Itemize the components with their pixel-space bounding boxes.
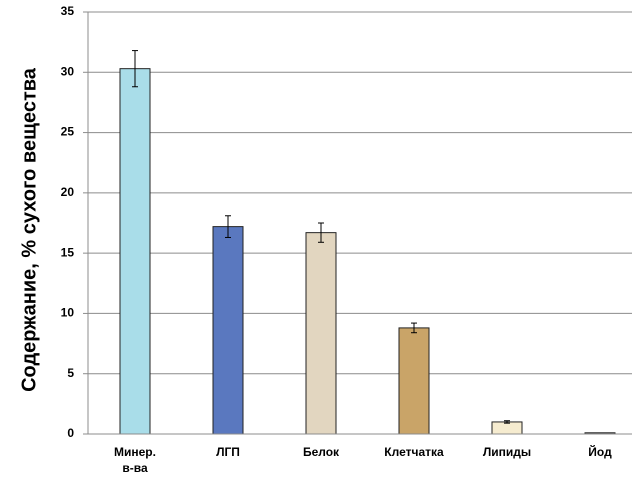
x-tick-label: Йод	[588, 445, 612, 459]
error-bar	[504, 420, 510, 424]
y-tick-label: 35	[61, 4, 75, 18]
bar	[491, 421, 523, 435]
error-bar	[225, 215, 231, 238]
y-tick-label: 20	[61, 185, 75, 199]
y-tick-label: 5	[67, 366, 74, 380]
error-bar	[132, 50, 138, 88]
y-axis-title: Содержание, % сухого вещества	[18, 67, 40, 392]
x-tick-label: Минер. в-ва	[114, 445, 156, 475]
x-tick-label: Белок	[302, 445, 340, 459]
x-tick-label: Клетчатка	[384, 445, 444, 459]
bar	[398, 327, 430, 435]
bar	[212, 226, 244, 435]
y-tick-label: 10	[61, 306, 75, 320]
bar	[119, 68, 151, 435]
y-tick-label: 0	[67, 426, 74, 440]
y-tick-label: 30	[61, 64, 75, 78]
x-tick-label: Липиды	[482, 445, 532, 459]
y-tick-label: 25	[61, 125, 75, 139]
x-tick-label: ЛГП	[216, 445, 240, 459]
bar	[305, 232, 337, 435]
error-bar	[318, 222, 324, 243]
error-bar	[411, 322, 417, 334]
y-tick-label: 15	[61, 245, 75, 259]
